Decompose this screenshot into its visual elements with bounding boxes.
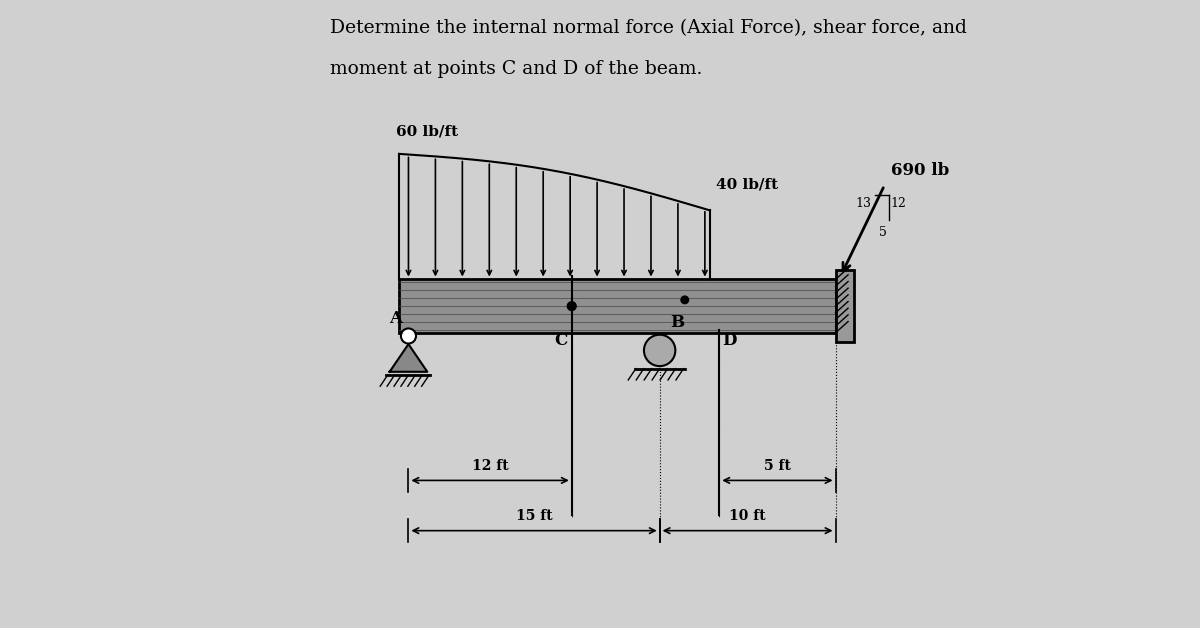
Text: 10 ft: 10 ft — [730, 509, 766, 523]
Text: 12: 12 — [890, 197, 907, 210]
Text: 40 lb/ft: 40 lb/ft — [716, 178, 779, 192]
Circle shape — [401, 328, 416, 344]
Circle shape — [568, 302, 576, 311]
Text: moment at points C and D of the beam.: moment at points C and D of the beam. — [330, 60, 702, 78]
Text: A: A — [389, 310, 402, 327]
Text: B: B — [670, 313, 684, 330]
Text: 13: 13 — [856, 197, 872, 210]
Text: C: C — [554, 332, 568, 349]
Text: 5: 5 — [878, 225, 887, 239]
Text: 12 ft: 12 ft — [472, 459, 509, 473]
Text: 690 lb: 690 lb — [890, 162, 949, 179]
Bar — [400, 279, 835, 333]
Text: Determine the internal normal force (Axial Force), shear force, and: Determine the internal normal force (Axi… — [330, 19, 967, 37]
Text: D: D — [722, 332, 737, 349]
Text: 5 ft: 5 ft — [764, 459, 791, 473]
Polygon shape — [390, 344, 427, 372]
Bar — [835, 270, 854, 342]
Circle shape — [682, 296, 689, 303]
Circle shape — [644, 335, 676, 366]
Text: 60 lb/ft: 60 lb/ft — [396, 124, 458, 138]
Text: 15 ft: 15 ft — [516, 509, 552, 523]
